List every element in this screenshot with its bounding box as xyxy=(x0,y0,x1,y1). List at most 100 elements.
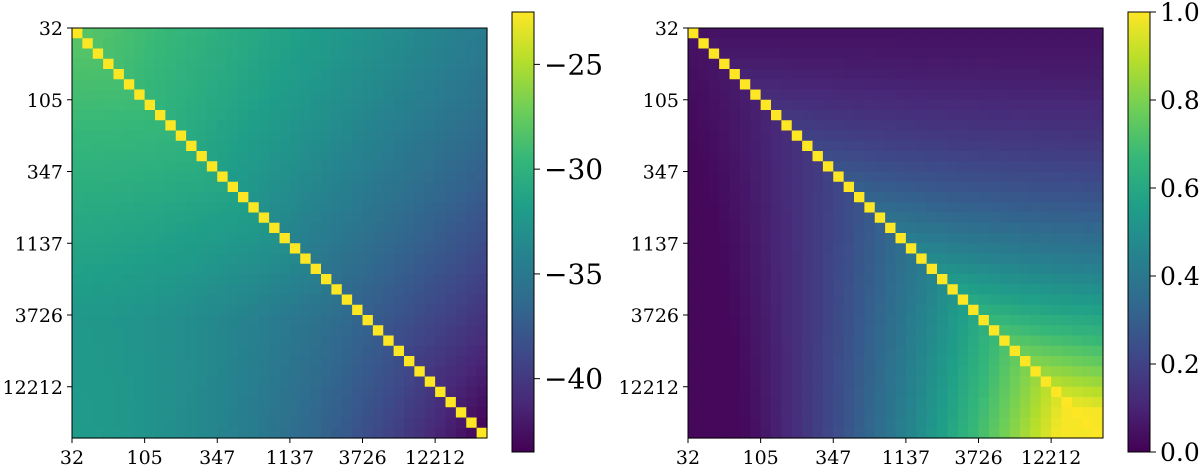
heatmap-cell xyxy=(258,315,270,326)
heatmap-cell xyxy=(362,38,374,50)
heatmap-cell xyxy=(383,243,395,255)
heatmap-cell xyxy=(144,69,156,80)
heatmap-cell xyxy=(393,89,405,101)
heatmap-cell xyxy=(383,192,395,203)
heatmap-cell xyxy=(729,130,741,142)
heatmap-cell xyxy=(926,140,938,152)
heatmap-cell xyxy=(269,243,281,255)
heatmap-cell xyxy=(269,130,281,142)
heatmap-cell xyxy=(999,356,1011,367)
heatmap-cell xyxy=(279,79,291,91)
heatmap-cell xyxy=(719,253,731,265)
heatmap-cell xyxy=(688,263,699,275)
heatmap-cell xyxy=(476,151,488,162)
heatmap-cell xyxy=(279,274,291,285)
heatmap-cell xyxy=(708,376,720,388)
heatmap-cell xyxy=(424,263,436,275)
heatmap-cell xyxy=(1061,253,1073,265)
heatmap-cell xyxy=(310,315,322,326)
heatmap-cell xyxy=(341,315,353,326)
heatmap-cell xyxy=(1082,253,1094,265)
heatmap-cell xyxy=(781,69,793,80)
heatmap-cell xyxy=(103,427,115,439)
heatmap-cell xyxy=(103,386,115,398)
heatmap-cell xyxy=(864,171,876,183)
heatmap-cell xyxy=(206,58,218,70)
heatmap-cell xyxy=(1082,222,1094,234)
heatmap-cell xyxy=(341,110,353,121)
heatmap-cell xyxy=(227,263,239,275)
heatmap-cell xyxy=(424,294,436,306)
heatmap-cell xyxy=(186,386,198,398)
heatmap-cell xyxy=(885,356,897,367)
heatmap-cell xyxy=(937,366,948,378)
heatmap-cell xyxy=(843,161,855,173)
heatmap-cell xyxy=(957,120,969,132)
heatmap-cell xyxy=(926,397,938,408)
heatmap-cell xyxy=(698,89,710,101)
heatmap-cell xyxy=(217,315,229,326)
heatmap-cell xyxy=(926,263,938,275)
heatmap-cell xyxy=(1020,386,1031,398)
heatmap-cell xyxy=(833,356,845,367)
heatmap-cell xyxy=(719,130,731,142)
heatmap-cell xyxy=(750,294,762,306)
heatmap-cell xyxy=(926,427,938,439)
heatmap-cell xyxy=(248,161,260,173)
heatmap-cell xyxy=(978,386,990,398)
heatmap-cell xyxy=(729,99,741,111)
heatmap-cell xyxy=(103,212,115,224)
heatmap-cell xyxy=(404,315,415,326)
heatmap-cell xyxy=(1061,181,1073,193)
heatmap-cell xyxy=(1061,356,1073,367)
heatmap-cell xyxy=(424,397,436,408)
heatmap-cell xyxy=(248,140,260,152)
heatmap-cell xyxy=(999,151,1011,162)
heatmap-cell xyxy=(134,356,146,367)
heatmap-cell xyxy=(791,99,803,111)
heatmap-cell xyxy=(393,48,405,60)
heatmap-cell xyxy=(1009,89,1021,101)
heatmap-cell xyxy=(988,366,1000,378)
heatmap-cell xyxy=(123,120,135,132)
heatmap-cell xyxy=(947,417,959,429)
x-tick-label: 12212 xyxy=(405,447,465,466)
heatmap-cell xyxy=(206,202,218,214)
heatmap-cell xyxy=(92,274,104,285)
heatmap-cell xyxy=(414,192,426,203)
heatmap-cell xyxy=(791,315,803,326)
heatmap-cell xyxy=(688,110,699,121)
heatmap-cell xyxy=(999,366,1011,378)
heatmap-cell xyxy=(476,28,488,39)
heatmap-cell xyxy=(1082,79,1094,91)
heatmap-cell xyxy=(864,130,876,142)
heatmap-cell xyxy=(352,233,364,244)
y-tick-label: 105 xyxy=(643,90,679,112)
heatmap-cell xyxy=(957,294,969,306)
heatmap-cell xyxy=(1009,274,1021,285)
heatmap-cell xyxy=(947,376,959,388)
heatmap-cell xyxy=(988,99,1000,111)
heatmap-cell xyxy=(1040,110,1052,121)
heatmap-cell xyxy=(331,222,343,234)
heatmap-cell xyxy=(476,284,488,296)
heatmap-cell xyxy=(1071,79,1083,91)
heatmap-cell xyxy=(269,140,281,152)
heatmap-cell xyxy=(791,253,803,265)
heatmap-cell xyxy=(1040,161,1052,173)
heatmap-cell xyxy=(352,151,364,162)
heatmap-cell xyxy=(1071,386,1083,398)
heatmap-cell xyxy=(895,212,907,224)
heatmap-cell xyxy=(300,397,312,408)
heatmap-cell xyxy=(113,79,125,91)
heatmap-cell xyxy=(895,386,907,398)
heatmap-cell xyxy=(289,427,301,439)
heatmap-cell xyxy=(196,243,208,255)
heatmap-cell xyxy=(352,386,364,398)
heatmap-cell xyxy=(217,151,229,162)
heatmap-cell xyxy=(144,161,156,173)
heatmap-cell xyxy=(310,376,322,388)
heatmap-cell xyxy=(362,315,374,326)
heatmap-cell xyxy=(1061,38,1073,50)
heatmap-cell xyxy=(196,294,208,306)
